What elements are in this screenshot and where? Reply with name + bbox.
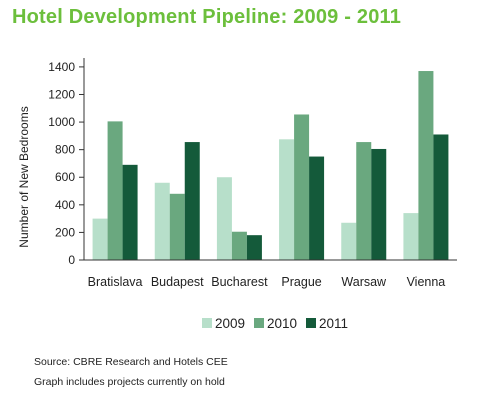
bar-vienna-2010	[418, 71, 434, 260]
y-axis-ticks: 0 200 400 600 800 1000 1200 1400	[48, 60, 84, 267]
bar-warsaw-2010	[356, 142, 372, 260]
chart-notes: Source: CBRE Research and Hotels CEE Gra…	[34, 352, 228, 392]
bar-bucharest-2011	[246, 235, 262, 260]
bar-budapest-2010	[169, 193, 185, 260]
bar-bucharest-2010	[231, 231, 247, 260]
bars	[92, 71, 449, 261]
on-hold-note: Graph includes projects currently on hol…	[34, 376, 225, 388]
bar-budapest-2009	[154, 182, 170, 260]
y-tick-label: 400	[55, 198, 75, 212]
bar-warsaw-2009	[341, 222, 357, 260]
chart-title: Hotel Development Pipeline: 2009 - 2011	[12, 6, 402, 28]
bar-warsaw-2011	[371, 148, 387, 260]
source-note: Source: CBRE Research and Hotels CEE	[34, 356, 228, 368]
legend-swatch-2011	[306, 318, 316, 328]
x-category-label: Bucharest	[211, 275, 268, 289]
bar-prague-2010	[294, 114, 310, 260]
legend-label-2010: 2010	[267, 316, 297, 331]
y-axis-label: Number of New Bedrooms	[17, 106, 31, 247]
bar-bratislava-2010	[107, 121, 123, 261]
y-tick-label: 1200	[48, 87, 75, 101]
y-tick-label: 600	[55, 170, 75, 184]
bar-budapest-2011	[184, 142, 200, 260]
y-axis-label-group: Number of New Bedrooms	[17, 106, 31, 247]
bar-vienna-2009	[403, 213, 419, 260]
legend-label-2009: 2009	[215, 316, 245, 331]
x-category-label: Budapest	[151, 275, 204, 289]
y-tick-label: 1400	[48, 60, 75, 74]
legend-label-2011: 2011	[319, 316, 348, 331]
bar-bucharest-2009	[216, 177, 232, 260]
axes	[83, 58, 457, 261]
y-tick-label: 800	[55, 143, 75, 157]
y-tick-label: 200	[55, 225, 75, 239]
bar-prague-2011	[309, 156, 325, 260]
x-category-label: Warsaw	[341, 275, 387, 289]
x-axis-categories: Bratislava Budapest Bucharest Prague Warsaw V…	[88, 275, 446, 289]
bar-bratislava-2009	[92, 218, 108, 260]
y-tick-label: 1000	[48, 115, 75, 129]
legend-swatch-2009	[202, 318, 212, 328]
y-tick-label: 0	[68, 253, 75, 267]
bar-vienna-2011	[433, 134, 449, 260]
x-category-label: Prague	[281, 275, 321, 289]
bar-prague-2009	[279, 139, 295, 260]
x-category-label: Bratislava	[88, 275, 143, 289]
bar-bratislava-2011	[122, 164, 138, 260]
legend-swatch-2010	[254, 318, 264, 328]
legend: 2009 2010 2011	[202, 316, 348, 331]
x-category-label: Vienna	[407, 275, 446, 289]
